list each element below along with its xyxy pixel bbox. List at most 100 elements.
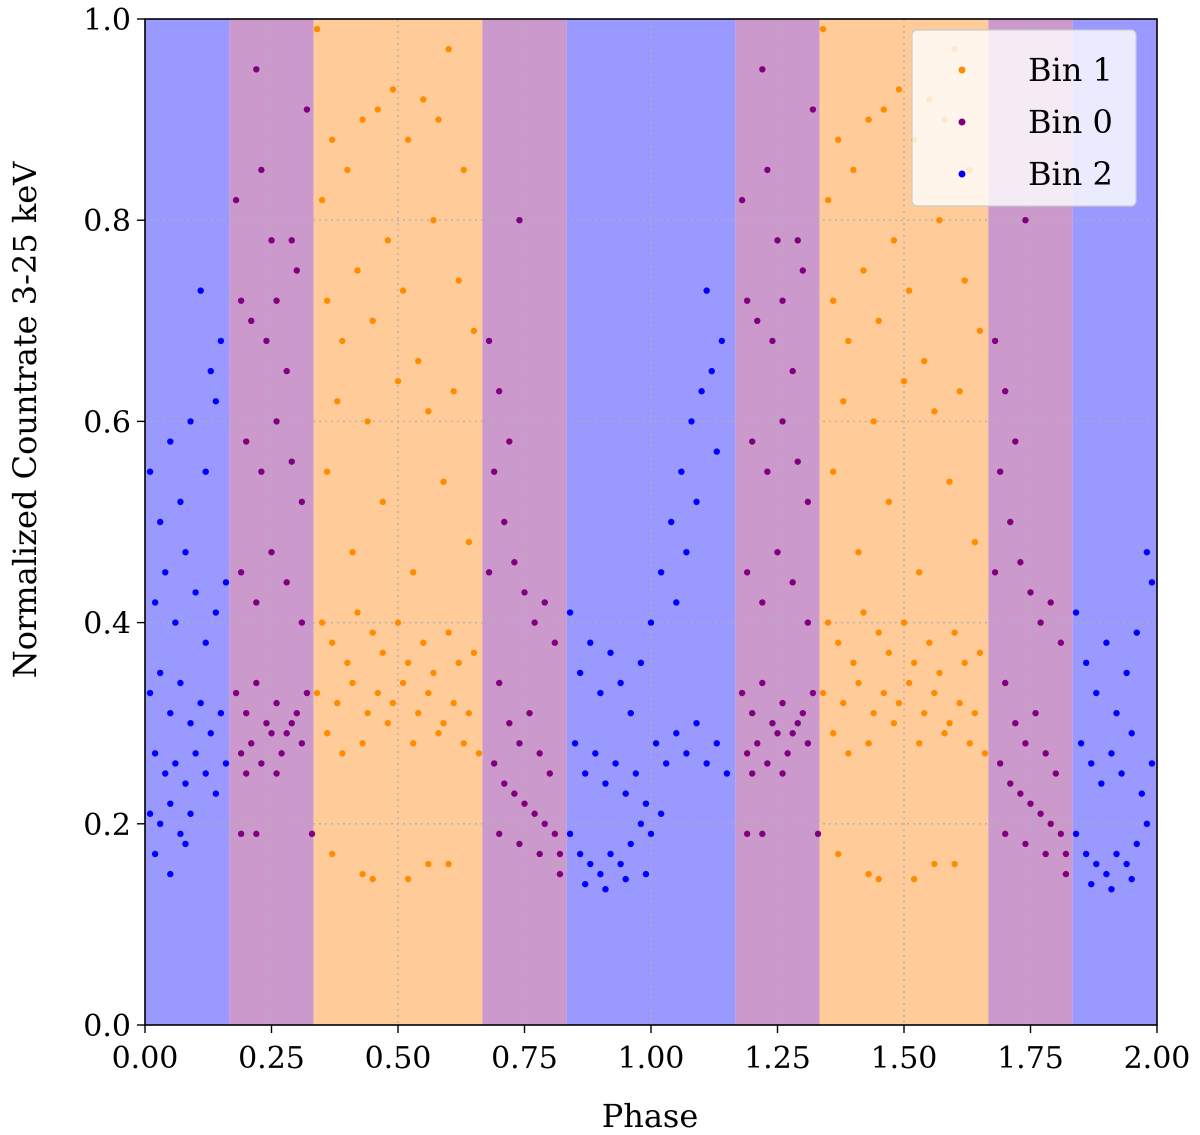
data-point	[794, 237, 801, 244]
data-point	[1108, 885, 1115, 893]
data-point	[384, 237, 392, 244]
legend: Bin 1 Bin 0 Bin 2	[911, 29, 1137, 207]
data-point	[516, 740, 523, 747]
data-point	[445, 45, 452, 53]
data-point	[167, 709, 174, 717]
data-point	[875, 629, 882, 636]
data-point	[931, 689, 938, 697]
data-point	[384, 720, 392, 727]
data-point	[1077, 740, 1085, 747]
data-point	[845, 337, 852, 345]
data-point	[1088, 760, 1095, 767]
data-point	[450, 388, 457, 395]
x-tick-label: 0.00	[112, 1041, 179, 1076]
data-point	[1072, 609, 1080, 616]
data-point	[1108, 750, 1115, 757]
data-point	[430, 217, 437, 224]
data-point	[1017, 790, 1024, 797]
data-point	[602, 885, 609, 893]
x-axis: 0.00 0.25 0.50 0.75 1.00 1.25 1.50 1.75 2.00	[112, 1025, 1190, 1076]
data-point	[460, 166, 467, 174]
data-point	[1037, 810, 1044, 817]
data-point	[187, 418, 194, 425]
data-point	[749, 709, 756, 717]
series-bin-0	[232, 66, 1070, 878]
data-point	[769, 720, 776, 727]
x-tick-label: 1.00	[618, 1041, 685, 1076]
data-point	[318, 619, 326, 626]
data-point	[754, 740, 761, 747]
data-point	[870, 709, 877, 717]
data-point	[794, 720, 801, 727]
data-point	[288, 720, 295, 727]
data-point	[440, 478, 447, 485]
y-axis-title: Normalized Countrate 3-25 keV	[6, 161, 44, 678]
data-point	[329, 136, 336, 143]
data-point	[415, 357, 422, 365]
data-point	[1032, 709, 1039, 717]
data-point	[597, 689, 604, 697]
data-point	[961, 659, 968, 667]
data-point	[961, 277, 968, 284]
data-point	[369, 317, 376, 324]
data-point	[394, 619, 402, 626]
data-point	[764, 468, 771, 475]
data-point	[470, 649, 478, 656]
data-point	[389, 86, 397, 93]
data-point	[243, 770, 250, 777]
data-point	[566, 609, 574, 616]
data-point	[460, 740, 467, 747]
data-point	[187, 720, 194, 727]
data-point	[860, 267, 867, 274]
data-point	[465, 709, 473, 717]
x-tick-label: 1.75	[997, 1041, 1064, 1076]
data-point	[703, 287, 710, 294]
data-point	[541, 820, 548, 827]
data-point	[521, 589, 528, 596]
data-point	[172, 619, 179, 626]
data-point	[283, 367, 290, 375]
data-point	[754, 317, 761, 324]
data-point	[425, 860, 432, 868]
data-point	[865, 870, 872, 878]
data-point	[678, 468, 685, 475]
data-point	[1002, 679, 1009, 687]
data-point	[1022, 740, 1029, 747]
data-point	[253, 679, 260, 687]
data-point	[956, 388, 963, 395]
data-point	[172, 760, 179, 767]
data-point	[774, 237, 781, 244]
data-point	[349, 548, 356, 556]
x-tick-label: 0.25	[238, 1041, 305, 1076]
data-point	[855, 548, 862, 556]
data-point	[253, 599, 260, 606]
data-point	[885, 498, 893, 506]
data-point	[951, 629, 958, 636]
data-point	[647, 619, 655, 626]
data-point	[743, 297, 751, 304]
data-point	[455, 277, 462, 284]
x-tick-label: 1.50	[871, 1041, 938, 1076]
data-point	[713, 448, 720, 455]
data-point	[683, 548, 690, 556]
data-point	[435, 116, 442, 123]
data-point	[485, 337, 493, 345]
data-point	[389, 699, 397, 707]
data-point	[430, 669, 437, 677]
data-point	[521, 800, 528, 807]
data-point	[809, 689, 817, 697]
data-point	[779, 418, 786, 425]
data-point	[789, 579, 796, 586]
data-point	[420, 639, 427, 646]
data-point	[1113, 850, 1120, 858]
data-point	[951, 860, 958, 868]
data-point	[506, 438, 513, 445]
data-point	[921, 357, 928, 365]
data-point	[582, 770, 589, 777]
data-point	[784, 750, 791, 757]
data-point	[637, 659, 645, 667]
data-point	[996, 760, 1004, 767]
data-point	[642, 870, 650, 878]
y-tick-label: 0.2	[83, 808, 131, 843]
data-point	[1143, 548, 1151, 556]
